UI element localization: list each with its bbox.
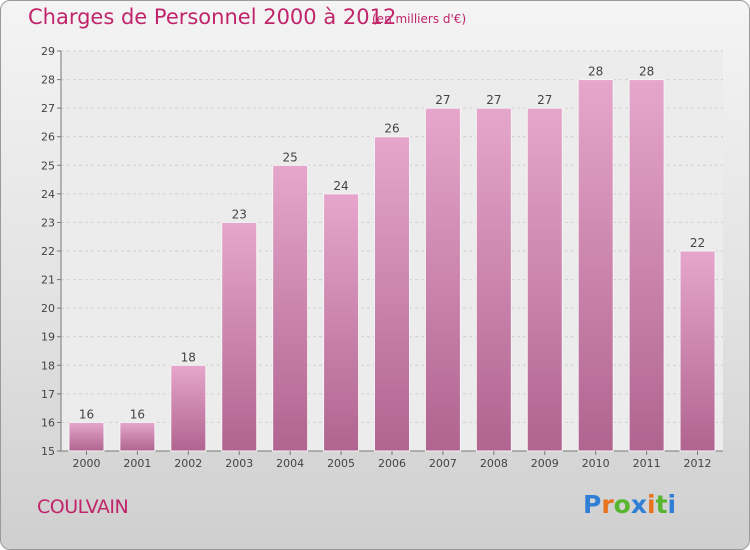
bar-value-label: 22 (690, 236, 705, 250)
bar-value-label: 28 (588, 65, 603, 79)
bar-value-label: 26 (384, 122, 399, 136)
bar-value-label: 16 (130, 407, 145, 421)
y-tick-label: 18 (41, 359, 55, 372)
y-tick-label: 27 (41, 102, 55, 115)
proxiti-logo: Proxiti (583, 490, 676, 519)
bar-value-label: 28 (639, 65, 654, 79)
x-tick-label: 2011 (633, 457, 661, 470)
y-tick-label: 21 (41, 274, 55, 287)
x-tick-label: 2007 (429, 457, 457, 470)
bar (272, 164, 309, 452)
bar-value-label: 23 (232, 207, 247, 221)
y-tick-label: 22 (41, 245, 55, 258)
logo-letter: i (667, 490, 677, 519)
chart-title: Charges de Personnel 2000 à 2012 (28, 5, 397, 29)
x-tick-label: 2003 (225, 457, 253, 470)
bar (170, 364, 207, 452)
y-tick-label: 26 (41, 131, 55, 144)
y-tick-label: 15 (41, 445, 55, 458)
commune-name: COULVAIN (37, 496, 129, 518)
x-tick-label: 2009 (531, 457, 559, 470)
bar-value-label: 16 (79, 407, 94, 421)
x-tick-label: 2006 (378, 457, 406, 470)
bar (221, 221, 258, 452)
y-tick-label: 19 (41, 331, 55, 344)
bar (323, 193, 360, 452)
x-tick-label: 2000 (72, 457, 100, 470)
y-tick-label: 17 (41, 388, 55, 401)
bar (424, 107, 461, 452)
logo-letter: r (601, 490, 614, 519)
x-tick-label: 2005 (327, 457, 355, 470)
bar-value-label: 24 (333, 179, 348, 193)
bar-value-label: 27 (537, 93, 552, 107)
y-tick-label: 24 (41, 188, 55, 201)
y-tick-label: 20 (41, 302, 55, 315)
bar-value-label: 27 (435, 93, 450, 107)
bar (68, 421, 105, 452)
bar (374, 136, 410, 452)
x-tick-label: 2004 (276, 457, 304, 470)
bar (577, 79, 614, 452)
logo-letter: t (655, 490, 668, 519)
y-tick-label: 29 (41, 45, 55, 58)
y-tick-label: 23 (41, 216, 55, 229)
bar (526, 107, 563, 452)
bar (628, 79, 665, 452)
y-tick-label: 16 (41, 416, 55, 429)
x-tick-label: 2001 (123, 457, 151, 470)
x-tick-label: 2008 (480, 457, 508, 470)
logo-letter: P (583, 490, 602, 519)
bar-value-label: 27 (486, 93, 501, 107)
bar-value-label: 18 (181, 350, 196, 364)
logo-letter: o (613, 490, 631, 519)
bar-value-label: 25 (283, 150, 298, 164)
bar (679, 250, 716, 452)
y-tick-label: 28 (41, 74, 55, 87)
x-tick-label: 2010 (582, 457, 610, 470)
bar (119, 421, 156, 452)
x-tick-label: 2002 (174, 457, 202, 470)
bar (475, 107, 512, 452)
chart-subtitle: (en milliers d'€) (372, 12, 467, 26)
logo-letter: i (647, 490, 656, 519)
x-tick-label: 2012 (684, 457, 712, 470)
y-tick-label: 25 (41, 159, 55, 172)
logo-letter: x (630, 490, 647, 519)
